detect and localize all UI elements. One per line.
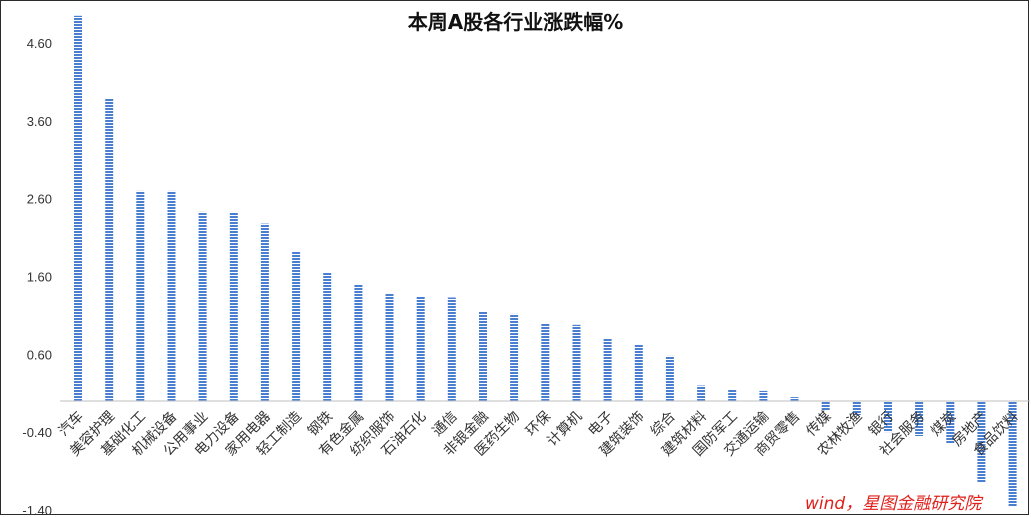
bar-非银金融 [479, 311, 487, 401]
y-tick-label: 4.60 [27, 36, 52, 51]
bar-交通运输 [759, 390, 768, 401]
bar-建筑装饰 [634, 344, 643, 401]
bar-电力设备 [229, 212, 238, 402]
y-tick-label: 1.60 [27, 270, 52, 285]
y-tick-label: -0.40 [22, 425, 52, 440]
bar-银行 [884, 401, 892, 433]
bar-汽车 [74, 15, 82, 402]
y-tick-label: 2.60 [27, 192, 52, 207]
bar-商贸零售 [790, 397, 799, 401]
y-tick-label: 3.60 [27, 114, 52, 129]
bar-公用事业 [198, 211, 207, 401]
bar-综合 [665, 355, 674, 401]
bar-纺织服饰 [385, 293, 394, 401]
bar-有色金属 [354, 284, 363, 402]
bar-通信 [447, 297, 456, 401]
bar-电子 [603, 338, 612, 402]
bar-轻工制造 [292, 251, 301, 401]
source-note: wind，星图金融研究院 [805, 494, 982, 514]
bar-石油石化 [416, 296, 425, 402]
y-tick-label: -1.40 [22, 503, 52, 517]
bar-国防军工 [728, 389, 737, 402]
bar-计算机 [572, 324, 581, 402]
y-tick-label: 0.60 [27, 347, 52, 362]
bar-基础化工 [136, 190, 145, 402]
bar-美容护理 [105, 99, 114, 401]
bar-房地产 [977, 401, 986, 483]
chart-title: 本周A股各行业涨跌幅% [407, 10, 624, 34]
bar-食品饮料 [1008, 401, 1017, 507]
x-tick-label: 计算机 [544, 409, 585, 450]
bar-建筑材料 [697, 385, 706, 402]
bar-煤炭 [946, 401, 955, 444]
bar-传媒 [821, 401, 830, 411]
bar-医药生物 [510, 313, 519, 402]
bar-机械设备 [167, 190, 176, 402]
bar-环保 [541, 323, 550, 401]
bar-社会服务 [915, 401, 924, 436]
bar-钢铁 [323, 272, 332, 401]
bar-农林牧渔 [852, 401, 861, 415]
bar-家用电器 [260, 223, 269, 402]
